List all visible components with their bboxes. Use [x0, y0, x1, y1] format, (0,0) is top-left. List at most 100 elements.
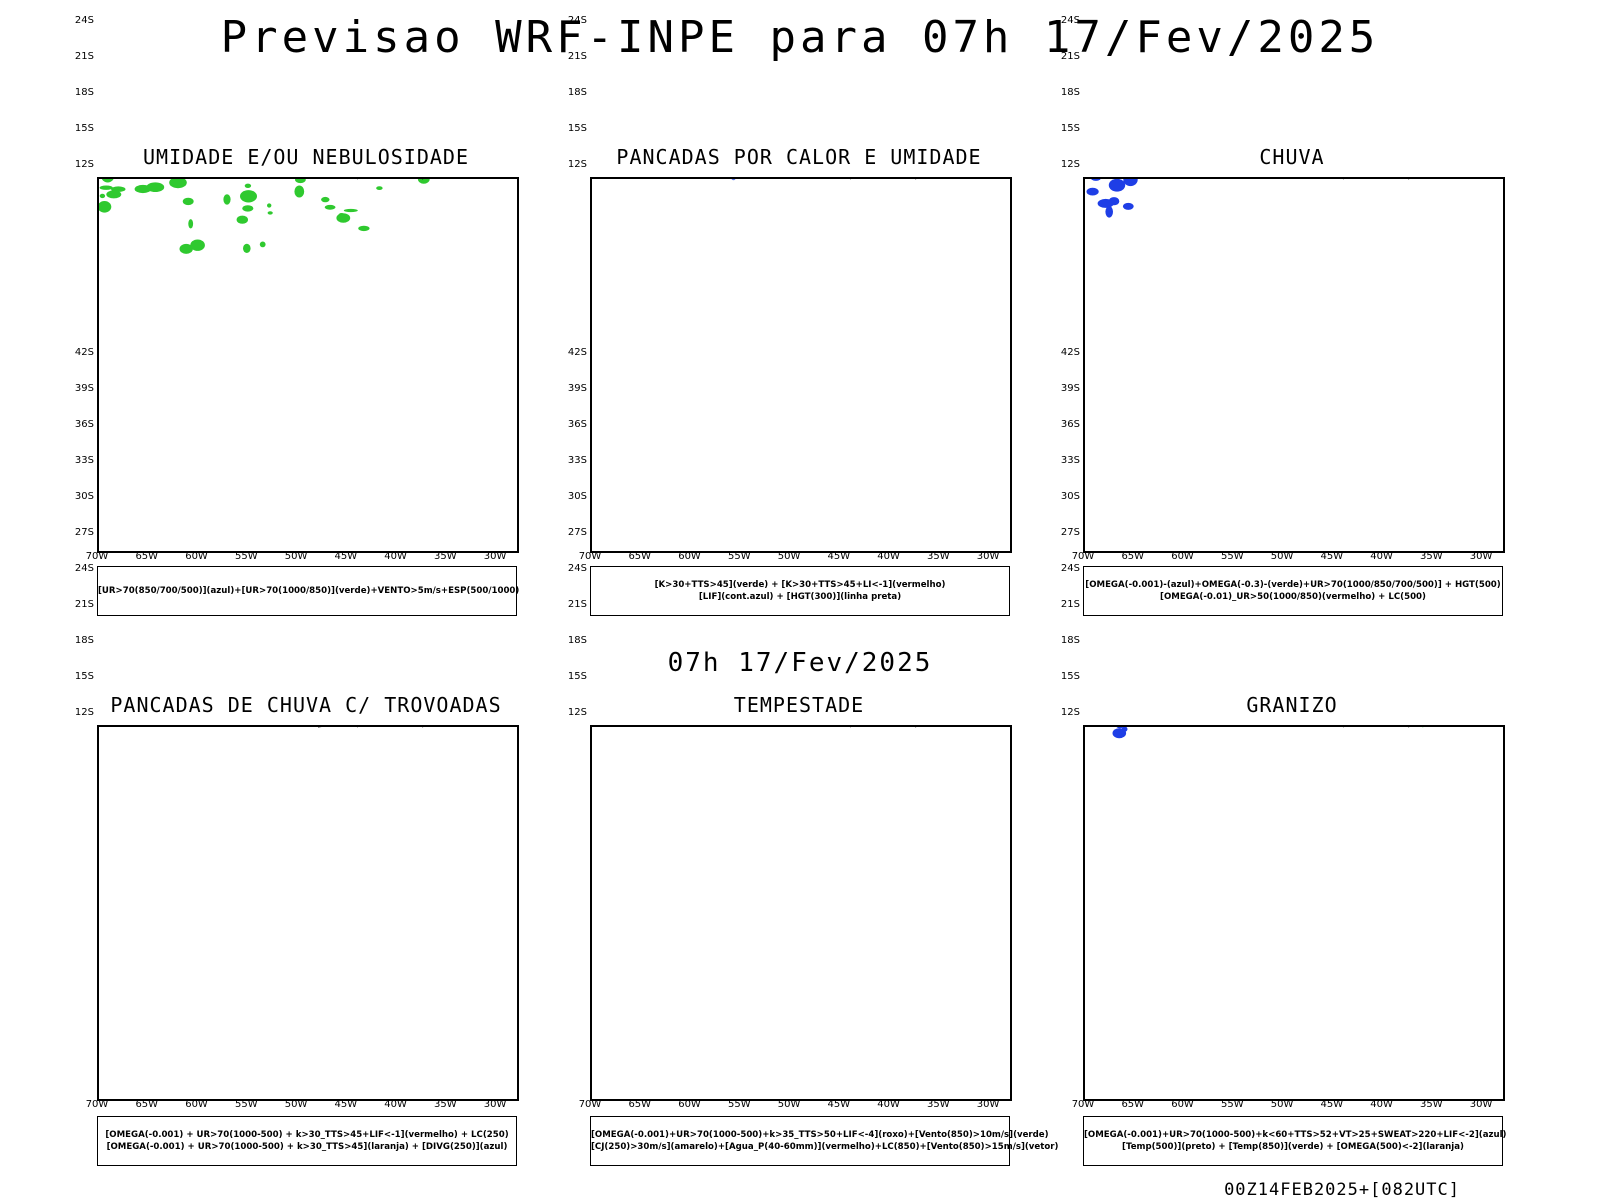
main-title: Previsao WRF-INPE para 07h 17/Fev/2025 [220, 12, 1380, 63]
legend-box: [OMEGA(-0.001)+UR>70(1000-500)+k>35_TTS>… [590, 1116, 1058, 1166]
lon-tick-label: 60W [678, 551, 701, 562]
lat-tick-label: 21S [74, 599, 94, 610]
lon-tick-label: 40W [384, 551, 407, 562]
legend-box: [OMEGA(-0.001)-(azul)+OMEGA(-0.3)-(verde… [1083, 566, 1503, 616]
lon-tick-label: 35W [927, 1099, 950, 1110]
lon-tick-label: 70W [1071, 551, 1095, 562]
shaded-area [1086, 179, 1138, 218]
lat-tick-label: 42S [567, 347, 587, 358]
lon-tick-label: 70W [85, 551, 109, 562]
lat-tick-label: 36S [567, 419, 587, 430]
lon-tick-label: 50W [284, 551, 308, 562]
lat-tick-label: 33S [74, 455, 94, 466]
lat-tick-label: 18S [567, 635, 587, 646]
lat-tick-label: 12S [567, 707, 587, 718]
panel-title: TEMPESTADE [733, 693, 865, 717]
lat-tick-label: 21S [74, 51, 94, 62]
lon-tick-label: 60W [185, 551, 208, 562]
lat-tick-label: 39S [74, 383, 94, 394]
lon-tick-label: 45W [827, 551, 851, 562]
map-canvas: 1012101210161016100610061008101210161012… [99, 179, 430, 254]
map-panel [590, 725, 1012, 1101]
lon-tick-label: 45W [1320, 1099, 1344, 1110]
lon-tick-label: 60W [1171, 551, 1194, 562]
lat-tick-label: 33S [1060, 455, 1080, 466]
panel-title: UMIDADE E/OU NEBULOSIDADE [142, 145, 470, 169]
run-timestamp: 00Z14FEB2025+[082UTC] [1224, 1180, 1460, 1200]
lat-tick-label: 24S [567, 563, 587, 574]
lat-tick-label: 42S [1060, 347, 1080, 358]
lat-tick-label: 24S [567, 15, 587, 26]
lon-tick-label: 35W [434, 1099, 457, 1110]
legend-line: [OMEGA(-0.001)+UR>70(1000-500)+k>35_TTS>… [591, 1130, 1049, 1140]
lon-tick-label: 35W [434, 551, 457, 562]
lat-tick-label: 15S [567, 123, 587, 134]
lon-tick-label: 70W [578, 1099, 602, 1110]
lat-tick-label: 12S [567, 159, 587, 170]
lon-tick-label: 55W [234, 1099, 258, 1110]
shaded-area [731, 179, 736, 181]
legend-line: [OMEGA(-0.001) + UR>70(1000-500) + k>30_… [106, 1142, 508, 1152]
lat-tick-label: 15S [567, 671, 587, 682]
map-canvas [318, 727, 424, 728]
lat-tick-label: 15S [1060, 123, 1080, 134]
lat-tick-label: 21S [567, 51, 587, 62]
panel-title: PANCADAS DE CHUVA C/ TROVOADAS [110, 693, 502, 717]
lon-tick-label: 50W [284, 1099, 308, 1110]
lat-tick-label: 24S [74, 15, 94, 26]
map-panel: 1012101210161016100610061008101210161012… [97, 177, 519, 553]
lat-tick-label: 24S [1060, 15, 1080, 26]
legend-line: [UR>70(850/700/500)](azul)+[UR>70(1000/8… [98, 586, 520, 596]
legend-line: [LIF](cont.azul) + [HGT(300)](linha pret… [698, 592, 902, 602]
lon-tick-label: 55W [1220, 551, 1244, 562]
lon-tick-label: 65W [1121, 551, 1145, 562]
legend-line: [OMEGA(-0.01)_UR>50(1000/850)(vermelho) … [1160, 592, 1426, 602]
lon-tick-label: 55W [727, 1099, 751, 1110]
lat-tick-label: 18S [1060, 635, 1080, 646]
lon-tick-label: 35W [927, 551, 950, 562]
shaded-area [99, 179, 430, 254]
lon-tick-label: 65W [628, 551, 652, 562]
lon-tick-label: 65W [135, 551, 159, 562]
lat-tick-label: 12S [74, 159, 94, 170]
lon-tick-label: 70W [1071, 1099, 1095, 1110]
lon-tick-label: 45W [1320, 551, 1344, 562]
legend-line: [OMEGA(-0.001)+UR>70(1000-500)+k<60+TTS>… [1084, 1130, 1507, 1140]
lon-tick-label: 40W [384, 1099, 407, 1110]
lon-tick-label: 35W [1420, 1099, 1443, 1110]
map-canvas: 5885855825795765735705675645615585555525… [1086, 179, 1503, 218]
lat-tick-label: 27S [1060, 527, 1080, 538]
lat-tick-label: 27S [74, 527, 94, 538]
legend-box: [OMEGA(-0.001)+UR>70(1000-500)+k<60+TTS>… [1083, 1116, 1507, 1166]
legend-box: [UR>70(850/700/500)](azul)+[UR>70(1000/8… [97, 566, 520, 616]
lon-tick-label: 60W [678, 1099, 701, 1110]
lat-tick-label: 33S [567, 455, 587, 466]
lat-tick-label: 12S [74, 707, 94, 718]
map-canvas [849, 727, 917, 728]
lon-tick-label: 65W [135, 1099, 159, 1110]
lon-tick-label: 30W [1469, 1099, 1493, 1110]
lat-tick-label: 42S [74, 347, 94, 358]
lat-tick-label: 18S [1060, 87, 1080, 98]
lon-tick-label: 35W [1420, 551, 1443, 562]
legend-box: [OMEGA(-0.001) + UR>70(1000-500) + k>30_… [97, 1116, 517, 1166]
lon-tick-label: 70W [85, 1099, 109, 1110]
lon-tick-label: 50W [777, 1099, 801, 1110]
panel-title: PANCADAS POR CALOR E UMIDADE [616, 145, 982, 169]
lat-tick-label: 36S [1060, 419, 1080, 430]
lat-tick-label: 27S [567, 527, 587, 538]
lat-tick-label: 12S [1060, 707, 1080, 718]
map-panel: 9600960096009600952095209440936092809200… [590, 177, 1012, 553]
lat-tick-label: 39S [1060, 383, 1080, 394]
lat-tick-label: 12S [1060, 159, 1080, 170]
map-canvas: 9600960096009600952095209440936092809200… [731, 179, 917, 181]
map-panel: -15-15-18-12 [1083, 725, 1505, 1101]
mid-time-label: 07h 17/Fev/2025 [667, 648, 933, 678]
lon-tick-label: 40W [877, 551, 900, 562]
contour-label: 588 [1490, 179, 1503, 180]
lon-tick-label: 45W [334, 1099, 358, 1110]
lon-tick-label: 30W [483, 551, 507, 562]
lat-tick-label: 36S [74, 419, 94, 430]
lon-tick-label: 60W [1171, 1099, 1194, 1110]
panel-title: GRANIZO [1246, 693, 1338, 717]
